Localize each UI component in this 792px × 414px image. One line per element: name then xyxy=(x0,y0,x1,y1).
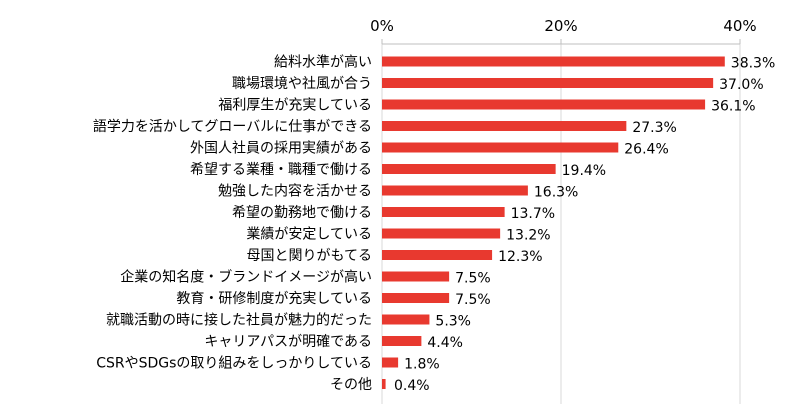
category-label: 企業の知名度・ブランドイメージが高い xyxy=(120,269,372,286)
bar xyxy=(382,207,505,217)
category-label: 希望する業種・職種で働ける xyxy=(190,162,372,178)
category-label: 語学力を活かしてグローバルに仕事ができる xyxy=(93,119,372,135)
category-label: 教育・研修制度が充実している xyxy=(176,291,372,307)
bar xyxy=(382,228,501,239)
category-label: 職場環境や社風が合う xyxy=(232,76,372,92)
value-label: 36.1% xyxy=(711,99,755,115)
bar xyxy=(382,271,450,282)
value-label: 0.4% xyxy=(394,378,430,394)
bar xyxy=(382,379,386,389)
category-labels: 給料水準が高い職場環境や社風が合う福利厚生が充実している語学力を活かしてグローバ… xyxy=(93,54,372,394)
category-label: その他 xyxy=(330,377,372,393)
category-label: キャリアパスが明確である xyxy=(204,334,372,350)
x-tick-label: 40% xyxy=(723,17,756,35)
value-label: 19.4% xyxy=(562,163,606,179)
category-label: 外国人社員の採用実績がある xyxy=(190,141,372,157)
value-label: 13.2% xyxy=(506,228,550,244)
value-label: 38.3% xyxy=(731,56,775,72)
value-label: 26.4% xyxy=(624,142,668,158)
bar xyxy=(382,121,627,131)
bar xyxy=(382,293,450,303)
value-label: 7.5% xyxy=(455,271,491,287)
bar xyxy=(382,99,706,110)
value-label: 13.7% xyxy=(511,206,555,222)
bar xyxy=(382,164,556,174)
category-label: 給料水準が高い xyxy=(274,54,372,71)
value-labels: 38.3% 37.0% 36.1% 27.3% 26.4% 19.4% 16.3% 13.7%… xyxy=(394,56,775,395)
value-label: 7.5% xyxy=(455,292,491,308)
category-label: CSRやSDGsの取り組みをしっかりしている xyxy=(96,356,372,372)
bars xyxy=(382,56,725,389)
value-label: 37.0% xyxy=(719,77,763,93)
bar xyxy=(382,314,430,325)
category-label: 業績が安定している xyxy=(246,227,372,243)
bar xyxy=(382,357,399,368)
bar xyxy=(382,185,528,196)
category-label: 勉強した内容を活かせる xyxy=(218,183,372,200)
bar xyxy=(382,250,493,260)
category-label: 福利厚生が充実している xyxy=(218,98,372,114)
bar xyxy=(382,78,714,88)
category-label: 母国と関りがもてる xyxy=(247,248,372,264)
bar xyxy=(382,142,619,153)
value-label: 1.8% xyxy=(404,357,440,373)
value-label: 16.3% xyxy=(534,185,578,201)
category-label: 就職活動の時に接した社員が魅力的だった xyxy=(106,312,372,329)
bar xyxy=(382,336,422,346)
value-label: 12.3% xyxy=(498,249,542,265)
bar xyxy=(382,56,725,67)
x-tick-label: 20% xyxy=(544,17,577,35)
x-axis-ticks: 0% 20% 40% xyxy=(370,17,757,45)
value-label: 4.4% xyxy=(427,335,463,351)
x-tick-label: 0% xyxy=(370,17,394,35)
value-label: 5.3% xyxy=(435,314,471,330)
value-label: 27.3% xyxy=(632,120,676,136)
category-label: 希望の勤務地で働ける xyxy=(232,205,372,221)
